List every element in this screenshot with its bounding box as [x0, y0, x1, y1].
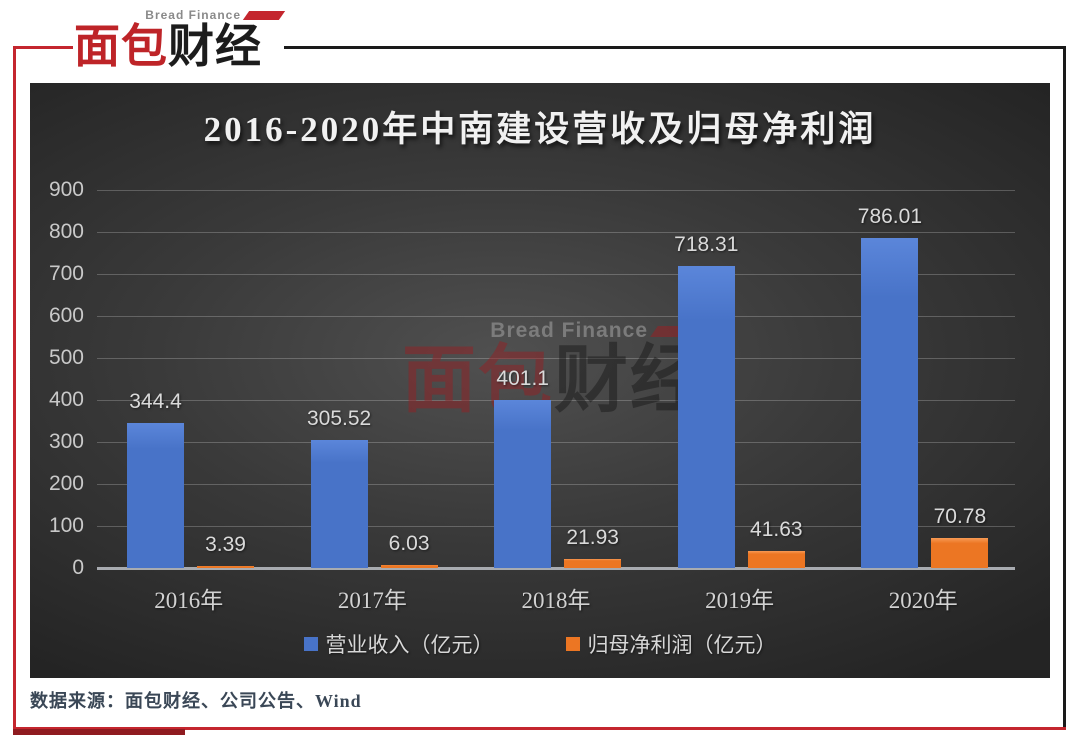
data-label: 401.1 [496, 366, 549, 390]
bar-net-profit [747, 550, 805, 568]
y-axis-tick: 300 [48, 430, 84, 453]
logo-swoosh-icon [242, 10, 286, 20]
data-label: 21.93 [566, 525, 619, 549]
top-border-black-segment [284, 46, 1066, 49]
plot-area: 0 100 200 300 400 500 600 700 800 900 344.4 3.39 201… [30, 83, 1050, 678]
logo-subtitle: Bread Finance [145, 8, 241, 22]
logo-wordmark: 面包财经 [74, 22, 286, 70]
x-axis-line [97, 566, 1015, 570]
legend-swatch [303, 637, 318, 651]
brand-logo: Bread Finance 面包财经 [74, 8, 286, 70]
gridline [97, 526, 1015, 527]
y-axis-tick: 400 [48, 388, 84, 411]
legend-label: 营业收入（亿元） [325, 633, 494, 657]
gridline [97, 232, 1015, 233]
gridline [97, 316, 1015, 317]
data-label: 786.01 [857, 204, 922, 228]
data-label: 3.39 [205, 532, 246, 556]
logo-wordmark-black: 财经 [168, 20, 262, 72]
bar-revenue [127, 423, 184, 568]
footer-source: 数据来源：面包财经、公司公告、Wind [30, 691, 362, 711]
legend-swatch [565, 637, 580, 651]
data-label: 6.03 [388, 532, 430, 556]
y-axis-tick: 500 [48, 346, 84, 369]
legend-label: 归母净利润（亿元） [587, 633, 777, 657]
x-axis-label: 2019年 [705, 588, 775, 613]
legend: 营业收入（亿元） 归母净利润（亿元） [30, 629, 1050, 659]
data-label: 718.31 [674, 233, 739, 257]
y-axis-tick: 200 [48, 472, 84, 495]
y-axis-tick: 800 [48, 220, 84, 243]
y-axis-tick: 100 [48, 514, 84, 537]
left-border [13, 47, 16, 730]
bar-net-profit [380, 565, 438, 568]
x-axis-label: 2018年 [521, 588, 591, 613]
gridline [97, 190, 1015, 191]
gridline [97, 400, 1015, 401]
data-label: 344.4 [129, 390, 182, 414]
data-label: 41.63 [750, 517, 803, 541]
y-axis-tick: 900 [48, 178, 84, 201]
gridline [97, 358, 1015, 359]
bottom-border [13, 727, 1066, 730]
x-axis-label: 2017年 [337, 588, 407, 613]
bar-net-profit [564, 558, 622, 568]
bar-revenue [861, 237, 919, 568]
y-axis-tick: 700 [48, 262, 84, 285]
top-border-red-segment [13, 46, 73, 49]
logo-wordmark-red: 面包 [74, 20, 168, 72]
bar-net-profit [197, 565, 254, 568]
legend-item: 归母净利润（亿元） [565, 629, 777, 659]
bar-revenue [494, 399, 552, 568]
y-axis-tick: 0 [72, 556, 84, 579]
legend-item: 营业收入（亿元） [303, 629, 494, 659]
data-label: 70.78 [933, 505, 987, 529]
gridline [97, 274, 1015, 275]
bar-net-profit [931, 538, 989, 568]
x-axis-label: 2016年 [154, 588, 224, 613]
y-axis-tick: 600 [48, 304, 84, 327]
bottom-border-accent [13, 729, 185, 735]
gridline [97, 484, 1015, 485]
data-label: 305.52 [306, 406, 372, 430]
bar-revenue [677, 266, 735, 568]
chart-title: 2016-2020年中南建设营收及归母净利润 [203, 110, 877, 149]
chart-panel: 2016-2020年中南建设营收及归母净利润 Bread Finance 面包财… [30, 83, 1050, 678]
gridline [97, 442, 1015, 443]
bar-revenue [310, 439, 368, 568]
x-axis-label: 2020年 [888, 588, 958, 613]
right-border [1063, 47, 1066, 730]
